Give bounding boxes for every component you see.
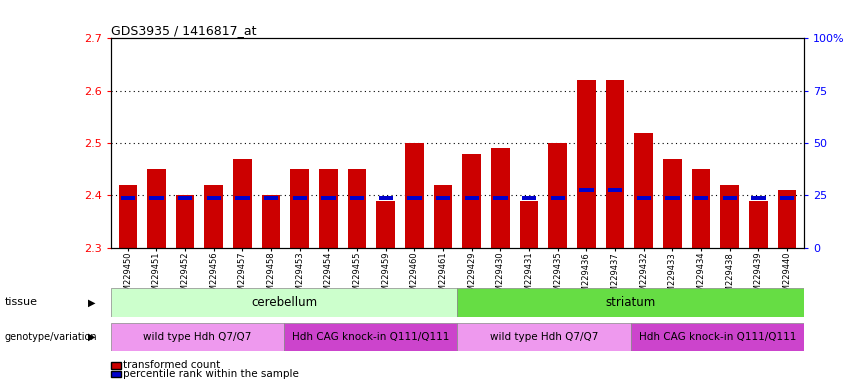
- Text: ▶: ▶: [89, 332, 95, 342]
- Bar: [606, 80, 625, 248]
- Bar: [634, 132, 653, 248]
- Text: percentile rank within the sample: percentile rank within the sample: [123, 369, 300, 379]
- Bar: [207, 196, 221, 200]
- Bar: [149, 196, 163, 200]
- Bar: [551, 196, 565, 200]
- Bar: [376, 200, 395, 248]
- Bar: [577, 80, 596, 248]
- Bar: [722, 196, 737, 200]
- Bar: [780, 196, 794, 200]
- Bar: [434, 185, 453, 248]
- Bar: [720, 185, 739, 248]
- Bar: [663, 159, 682, 248]
- Bar: [405, 143, 424, 248]
- Text: tissue: tissue: [4, 297, 37, 308]
- Bar: [749, 200, 768, 248]
- Text: striatum: striatum: [606, 296, 656, 309]
- Bar: [580, 188, 593, 192]
- Text: GDS3935 / 1416817_at: GDS3935 / 1416817_at: [111, 24, 256, 37]
- Text: transformed count: transformed count: [123, 360, 220, 370]
- Bar: [379, 196, 393, 200]
- Bar: [436, 196, 450, 200]
- Text: wild type Hdh Q7/Q7: wild type Hdh Q7/Q7: [143, 332, 252, 342]
- Bar: [319, 169, 338, 248]
- Bar: [465, 196, 479, 200]
- Bar: [350, 196, 364, 200]
- Bar: [522, 196, 536, 200]
- Bar: [348, 169, 367, 248]
- Text: Hdh CAG knock-in Q111/Q111: Hdh CAG knock-in Q111/Q111: [639, 332, 797, 342]
- Bar: [233, 159, 252, 248]
- Bar: [118, 185, 137, 248]
- Bar: [284, 323, 458, 351]
- Bar: [494, 196, 507, 200]
- Bar: [290, 169, 309, 248]
- Bar: [458, 288, 804, 317]
- Bar: [322, 196, 335, 200]
- Bar: [462, 154, 481, 248]
- Bar: [520, 200, 539, 248]
- Bar: [631, 323, 804, 351]
- Bar: [111, 288, 458, 317]
- Bar: [293, 196, 307, 200]
- Bar: [778, 190, 797, 248]
- Bar: [264, 196, 278, 200]
- Text: cerebellum: cerebellum: [251, 296, 317, 309]
- Bar: [121, 196, 135, 200]
- Bar: [751, 196, 766, 200]
- Text: ▶: ▶: [89, 297, 95, 308]
- Bar: [491, 148, 510, 248]
- Text: wild type Hdh Q7/Q7: wild type Hdh Q7/Q7: [490, 332, 598, 342]
- Bar: [176, 195, 195, 248]
- Bar: [235, 196, 249, 200]
- Bar: [262, 195, 281, 248]
- Bar: [665, 196, 680, 200]
- Bar: [147, 169, 166, 248]
- Bar: [608, 188, 622, 192]
- Text: genotype/variation: genotype/variation: [4, 332, 97, 342]
- Bar: [111, 323, 284, 351]
- Bar: [548, 143, 567, 248]
- Bar: [204, 185, 223, 248]
- Bar: [637, 196, 651, 200]
- Bar: [694, 196, 708, 200]
- Bar: [178, 196, 192, 200]
- Bar: [458, 323, 631, 351]
- Text: Hdh CAG knock-in Q111/Q111: Hdh CAG knock-in Q111/Q111: [292, 332, 449, 342]
- Bar: [692, 169, 711, 248]
- Bar: [408, 196, 421, 200]
